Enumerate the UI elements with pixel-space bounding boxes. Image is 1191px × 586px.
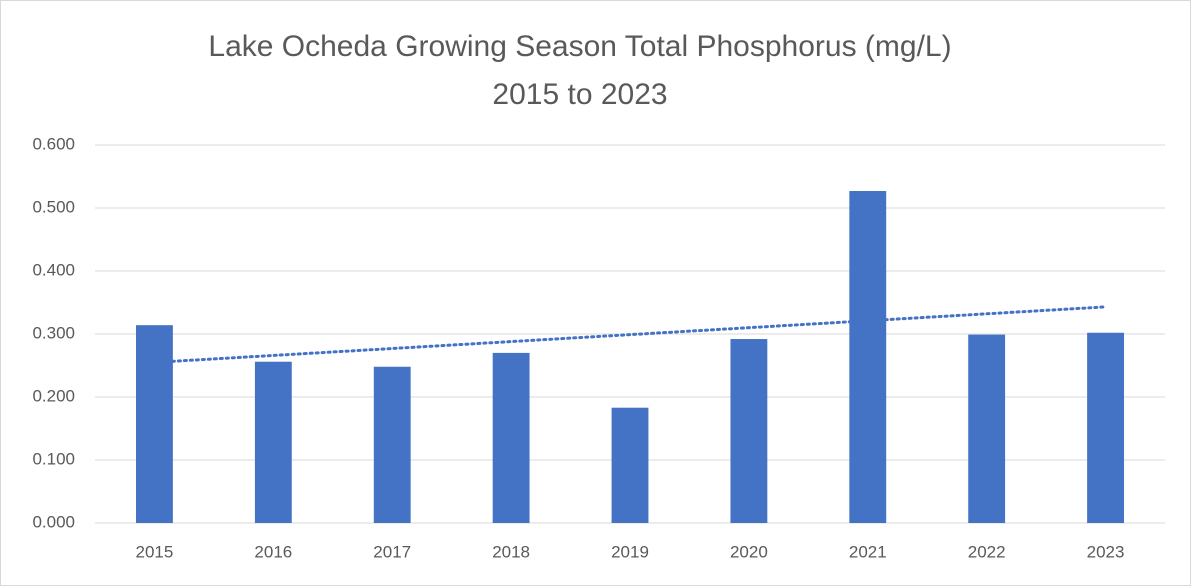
y-tick-label: 0.200	[32, 386, 75, 405]
x-tick-label: 2018	[492, 542, 530, 561]
y-tick-label: 0.100	[32, 449, 75, 468]
x-tick-label: 2023	[1087, 542, 1125, 561]
bar	[254, 361, 292, 523]
bar	[611, 407, 649, 523]
trendline	[152, 305, 1108, 364]
bar	[136, 325, 173, 523]
x-tick-label: 2022	[968, 542, 1006, 561]
y-tick-label: 0.500	[32, 197, 75, 216]
bar	[492, 352, 530, 523]
bar	[373, 366, 411, 523]
chart-title: Lake Ocheda Growing Season Total Phospho…	[208, 30, 951, 63]
y-tick-label: 0.300	[32, 323, 75, 342]
bar	[968, 334, 1006, 523]
x-tick-label: 2021	[849, 542, 887, 561]
bar	[849, 190, 887, 524]
bar	[1087, 332, 1124, 523]
x-tick-label: 2020	[730, 542, 768, 561]
x-tick-label: 2015	[136, 542, 174, 561]
y-tick-label: 0.000	[32, 512, 75, 531]
x-tick-label: 2019	[611, 542, 649, 561]
y-tick-label: 0.400	[32, 260, 75, 279]
y-tick-label: 0.600	[32, 134, 75, 153]
x-tick-label: 2016	[254, 542, 292, 561]
bar	[730, 339, 768, 523]
chart-subtitle: 2015 to 2023	[492, 78, 667, 111]
x-tick-label: 2017	[373, 542, 411, 561]
